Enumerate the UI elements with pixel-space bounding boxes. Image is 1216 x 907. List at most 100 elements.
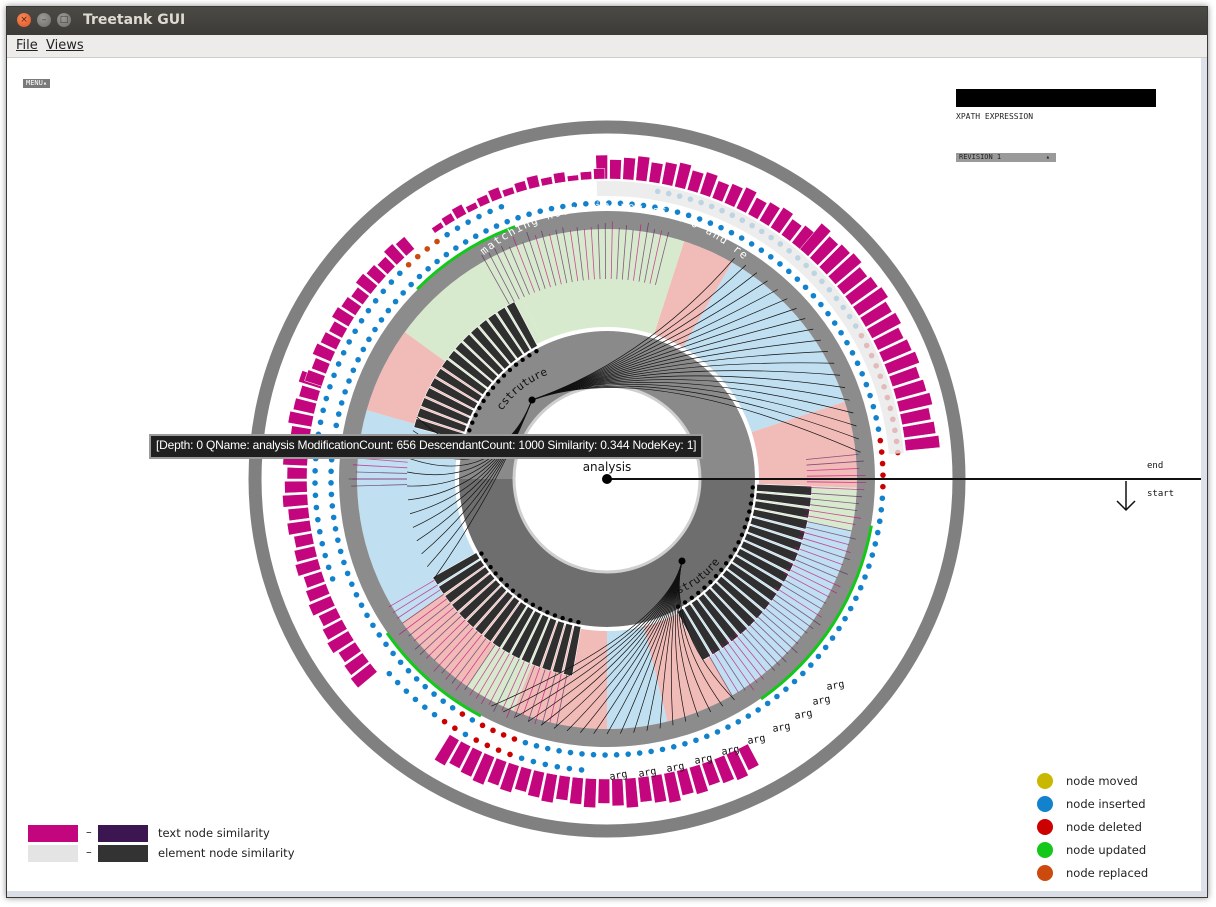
text-similarity-spoke[interactable]	[590, 227, 595, 280]
text-similarity-spoke[interactable]	[464, 644, 496, 691]
text-similarity-spoke[interactable]	[576, 227, 584, 281]
text-similarity-spoke[interactable]	[806, 474, 866, 477]
changed-node-block[interactable]	[611, 778, 625, 807]
change-dot[interactable]	[479, 722, 486, 729]
change-dot[interactable]	[560, 203, 566, 210]
change-dot[interactable]	[625, 751, 631, 757]
text-similarity-spoke[interactable]	[488, 252, 515, 302]
change-dot[interactable]	[629, 201, 635, 207]
change-dot[interactable]	[355, 356, 361, 363]
changed-node-block[interactable]	[663, 771, 682, 804]
changed-node-block[interactable]	[395, 236, 415, 257]
text-similarity-spoke[interactable]	[522, 667, 541, 716]
change-dot[interactable]	[358, 602, 365, 608]
change-dot[interactable]	[465, 219, 471, 225]
text-similarity-spoke[interactable]	[534, 235, 551, 288]
changed-node-block[interactable]	[827, 252, 863, 285]
element-node-dot[interactable]	[496, 379, 501, 384]
change-dot[interactable]	[854, 360, 861, 367]
change-dot[interactable]	[857, 584, 864, 591]
text-similarity-spoke[interactable]	[768, 596, 814, 630]
text-similarity-spoke[interactable]	[806, 481, 867, 484]
change-dot[interactable]	[313, 504, 320, 511]
cstruture-node-dot[interactable]	[528, 396, 536, 404]
change-dot[interactable]	[328, 468, 334, 475]
changed-node-block[interactable]	[566, 174, 580, 182]
change-dot[interactable]	[693, 737, 699, 744]
text-similarity-spoke[interactable]	[801, 525, 856, 540]
change-dot[interactable]	[504, 218, 510, 225]
text-similarity-spoke[interactable]	[469, 647, 501, 696]
changed-node-block[interactable]	[434, 734, 460, 767]
change-dot[interactable]	[853, 595, 859, 602]
text-similarity-spoke[interactable]	[742, 625, 780, 666]
changed-node-block[interactable]	[597, 778, 611, 804]
change-dot[interactable]	[335, 411, 342, 417]
change-dot[interactable]	[663, 206, 670, 213]
text-similarity-spoke[interactable]	[493, 658, 520, 712]
text-similarity-spoke[interactable]	[711, 649, 739, 693]
change-dot[interactable]	[879, 495, 886, 502]
text-similarity-spoke[interactable]	[555, 229, 568, 284]
changed-node-block[interactable]	[287, 506, 310, 522]
change-dot[interactable]	[317, 419, 324, 426]
change-dot[interactable]	[498, 203, 505, 210]
changed-node-block[interactable]	[293, 545, 318, 563]
text-similarity-spoke[interactable]	[804, 509, 861, 519]
changed-node-block[interactable]	[331, 306, 355, 328]
changed-node-block[interactable]	[758, 201, 781, 227]
element-bar[interactable]	[743, 532, 799, 563]
changed-node-block[interactable]	[287, 410, 314, 428]
change-dot[interactable]	[844, 339, 850, 346]
change-dot[interactable]	[472, 233, 479, 240]
change-dot[interactable]	[838, 329, 844, 336]
change-dot[interactable]	[842, 615, 848, 622]
text-similarity-spoke[interactable]	[758, 609, 799, 645]
changed-node-block[interactable]	[286, 467, 308, 480]
text-similarity-spoke[interactable]	[388, 579, 435, 608]
element-node-dot[interactable]	[520, 357, 525, 363]
change-dot[interactable]	[785, 268, 792, 275]
change-dot[interactable]	[613, 752, 620, 758]
text-similarity-spoke[interactable]	[794, 547, 844, 566]
change-dot[interactable]	[533, 743, 540, 749]
changed-node-block[interactable]	[836, 266, 868, 296]
change-dot[interactable]	[522, 739, 529, 746]
change-dot[interactable]	[453, 245, 459, 251]
changed-node-block[interactable]	[448, 740, 472, 769]
change-dot[interactable]	[352, 328, 358, 335]
changed-node-block[interactable]	[350, 286, 370, 306]
change-dot[interactable]	[714, 729, 721, 735]
changed-node-block[interactable]	[770, 206, 794, 234]
element-node-dot[interactable]	[713, 573, 719, 579]
element-node-dot[interactable]	[745, 517, 750, 522]
changed-node-block[interactable]	[904, 435, 941, 452]
changed-node-block[interactable]	[896, 392, 933, 413]
element-node-dot[interactable]	[485, 392, 491, 397]
changed-node-block[interactable]	[365, 264, 387, 285]
text-similarity-spoke[interactable]	[765, 600, 808, 634]
element-node-dot[interactable]	[510, 588, 516, 593]
element-node-dot[interactable]	[507, 367, 513, 373]
change-dot[interactable]	[696, 216, 703, 222]
changed-node-block[interactable]	[305, 583, 331, 603]
text-similarity-spoke[interactable]	[633, 224, 642, 281]
text-similarity-spoke[interactable]	[445, 634, 482, 680]
changed-node-block[interactable]	[527, 769, 545, 799]
change-dot[interactable]	[434, 258, 440, 265]
element-node-dot[interactable]	[742, 525, 747, 530]
changed-node-block[interactable]	[465, 201, 479, 214]
changed-node-block[interactable]	[593, 168, 606, 180]
change-dot[interactable]	[738, 235, 745, 241]
changed-node-block[interactable]	[552, 171, 567, 184]
change-dot[interactable]	[783, 686, 789, 692]
cstruture-ring[interactable]	[459, 331, 755, 479]
change-dot[interactable]	[434, 238, 440, 245]
element-bar[interactable]	[710, 582, 756, 628]
text-similarity-spoke[interactable]	[451, 638, 487, 684]
text-similarity-spoke[interactable]	[798, 536, 851, 553]
changed-node-block[interactable]	[859, 301, 893, 328]
text-similarity-spoke[interactable]	[397, 589, 441, 619]
changed-node-block[interactable]	[609, 159, 622, 180]
change-dot[interactable]	[682, 740, 688, 747]
